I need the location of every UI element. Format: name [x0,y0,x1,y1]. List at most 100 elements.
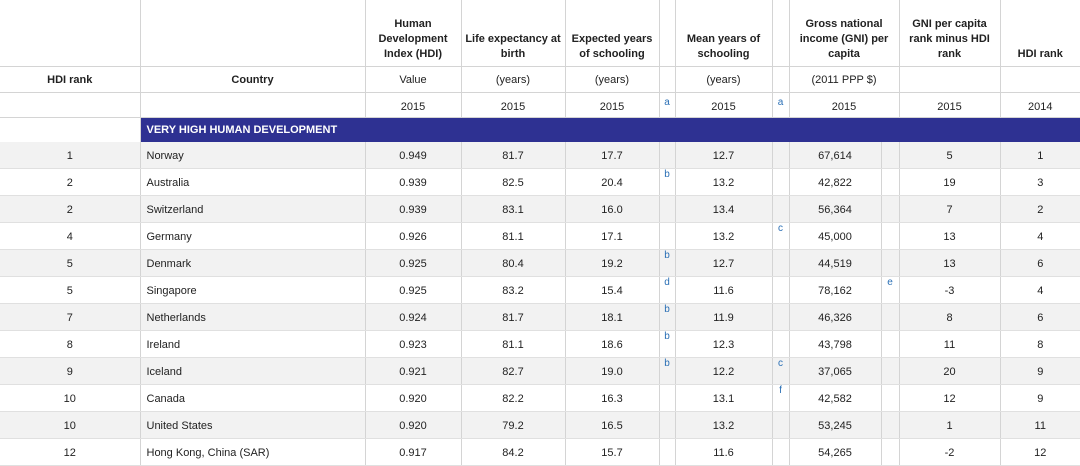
unit-mean: (years) [675,66,773,93]
cell-gni-rank-diff: -3 [899,276,1001,304]
cell-life-expectancy: 80.4 [461,249,566,277]
footnote-marker [772,249,790,277]
cell-hdi-rank: 7 [0,303,141,331]
footnote-marker[interactable]: c [772,222,790,250]
footnote-marker[interactable]: f [772,384,790,412]
table-row: 10 Canada 0.920 82.2 16.3 13.1 f 42,582 12 9 [0,384,1080,412]
unit-life: (years) [461,66,566,93]
cell-country: Hong Kong, China (SAR) [140,438,366,466]
footnote-marker[interactable]: e [881,276,900,304]
cell-life-expectancy: 79.2 [461,411,566,439]
header-life: Life expectancy at birth [461,0,566,67]
cell-mean-schooling: 11.6 [675,276,773,304]
cell-mean-schooling: 13.4 [675,195,773,223]
cell-hdi: 0.923 [365,330,462,358]
cell-expected-schooling: 15.4 [565,276,660,304]
table-row: 2 Australia 0.939 82.5 20.4 b 13.2 42,822 19 3 [0,168,1080,196]
cell-mean-schooling: 13.1 [675,384,773,412]
cell-hdi-rank-2014: 9 [1000,357,1080,385]
cell-hdi: 0.921 [365,357,462,385]
cell-hdi: 0.917 [365,438,462,466]
cell-gni: 56,364 [789,195,882,223]
header-gni-rank: GNI per capita rank minus HDI rank [899,0,1001,67]
cell-country: Denmark [140,249,366,277]
cell-hdi-rank-2014: 9 [1000,384,1080,412]
cell-expected-schooling: 17.7 [565,142,660,169]
footnote-marker[interactable]: a [772,92,790,118]
year-gni: 2015 [789,92,900,118]
cell-gni-rank-diff: 5 [899,142,1001,169]
cell-mean-schooling: 12.3 [675,330,773,358]
cell-gni: 53,245 [789,411,882,439]
cell-country: Australia [140,168,366,196]
footnote-marker[interactable]: c [772,357,790,385]
cell-expected-schooling: 16.0 [565,195,660,223]
section-row: VERY HIGH HUMAN DEVELOPMENT [0,117,1080,142]
cell-gni: 46,326 [789,303,882,331]
cell-gni-rank-diff: 13 [899,222,1001,250]
footnote-marker [772,195,790,223]
unit-spacer [772,66,790,93]
footnote-marker[interactable]: b [659,357,676,385]
cell-life-expectancy: 81.1 [461,222,566,250]
cell-mean-schooling: 12.7 [675,142,773,169]
year-hdi-rank-2014: 2014 [1000,92,1080,118]
cell-life-expectancy: 82.7 [461,357,566,385]
cell-hdi: 0.949 [365,142,462,169]
cell-hdi: 0.925 [365,249,462,277]
cell-gni: 54,265 [789,438,882,466]
year-spacer [140,92,366,118]
header-row: Human Development Index (HDI) Life expec… [0,0,1080,67]
header-hdi: Human Development Index (HDI) [365,0,462,67]
cell-hdi-rank-2014: 12 [1000,438,1080,466]
cell-mean-schooling: 12.2 [675,357,773,385]
header-blank [0,0,141,67]
footnote-marker[interactable]: b [659,330,676,358]
footnote-marker[interactable]: b [659,249,676,277]
cell-expected-schooling: 18.1 [565,303,660,331]
footnote-marker [772,168,790,196]
footnote-marker [881,303,900,331]
cell-gni-rank-diff: 20 [899,357,1001,385]
cell-hdi-rank-2014: 4 [1000,276,1080,304]
cell-hdi: 0.925 [365,276,462,304]
cell-expected-schooling: 16.3 [565,384,660,412]
footnote-marker[interactable]: a [659,92,676,118]
cell-expected-schooling: 17.1 [565,222,660,250]
section-spacer [0,117,141,142]
cell-gni-rank-diff: 19 [899,168,1001,196]
unit-spacer [659,66,676,93]
cell-hdi: 0.924 [365,303,462,331]
cell-expected-schooling: 15.7 [565,438,660,466]
footnote-marker [881,384,900,412]
cell-hdi: 0.926 [365,222,462,250]
cell-gni-rank-diff: 1 [899,411,1001,439]
cell-life-expectancy: 82.5 [461,168,566,196]
footnote-marker [772,330,790,358]
cell-hdi-rank: 5 [0,249,141,277]
footnote-marker[interactable]: b [659,168,676,196]
header-spacer [772,0,790,67]
footnote-marker [659,438,676,466]
footnote-marker[interactable]: b [659,303,676,331]
cell-gni-rank-diff: 8 [899,303,1001,331]
year-gni-rank: 2015 [899,92,1001,118]
cell-hdi: 0.920 [365,384,462,412]
cell-expected-schooling: 19.0 [565,357,660,385]
table-row: 10 United States 0.920 79.2 16.5 13.2 53,245 1 1… [0,411,1080,439]
cell-gni: 43,798 [789,330,882,358]
cell-country: Netherlands [140,303,366,331]
cell-expected-schooling: 19.2 [565,249,660,277]
cell-life-expectancy: 81.7 [461,142,566,169]
footnote-marker [659,142,676,169]
cell-mean-schooling: 11.9 [675,303,773,331]
cell-hdi-rank-2014: 6 [1000,249,1080,277]
cell-gni: 45,000 [789,222,882,250]
cell-hdi-rank-2014: 6 [1000,303,1080,331]
header-country: Country [140,66,366,93]
cell-hdi-rank: 5 [0,276,141,304]
footnote-marker [772,142,790,169]
footnote-marker[interactable]: d [659,276,676,304]
cell-hdi-rank-2014: 3 [1000,168,1080,196]
cell-hdi-rank: 2 [0,195,141,223]
